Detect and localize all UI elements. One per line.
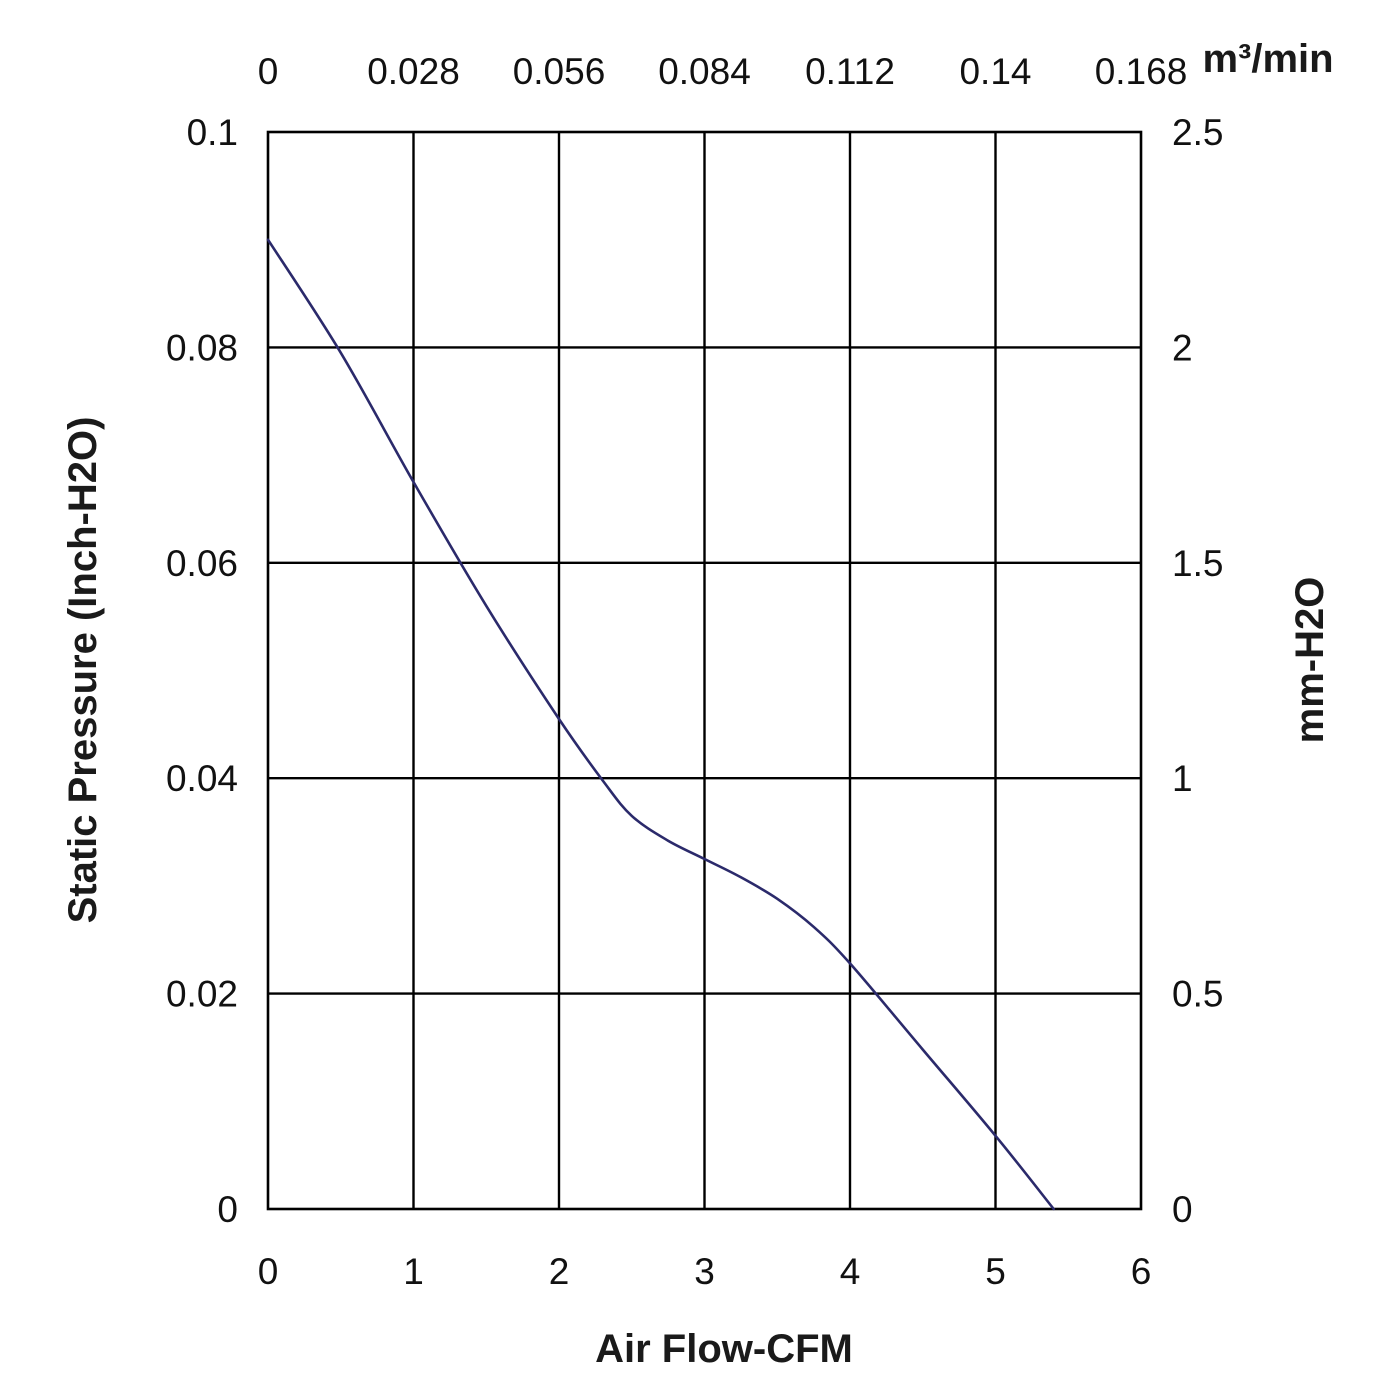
x-tick-label: 4 (840, 1251, 861, 1292)
y2-axis-title: mm-H2O (1288, 577, 1332, 744)
y2-tick-label: 1 (1172, 758, 1193, 799)
x-tick-label: 6 (1131, 1251, 1152, 1292)
y-tick-label: 0.1 (187, 112, 238, 153)
x-tick-label: 5 (985, 1251, 1006, 1292)
y2-tick-label: 0 (1172, 1189, 1193, 1230)
y-tick-label: 0.06 (166, 543, 238, 584)
x-tick-labels: 0 1 2 3 4 5 6 (258, 1251, 1152, 1292)
y2-tick-label: 0.5 (1172, 974, 1223, 1015)
y-tick-label: 0.04 (166, 758, 238, 799)
x-axis-title: Air Flow-CFM (595, 1327, 853, 1371)
x2-tick-label: 0 (258, 51, 279, 92)
x2-tick-labels: 0 0.028 0.056 0.084 0.112 0.14 0.168 (258, 51, 1188, 92)
x2-tick-label: 0.14 (959, 51, 1031, 92)
x-tick-label: 3 (694, 1251, 715, 1292)
x2-tick-label: 0.168 (1095, 51, 1188, 92)
y2-tick-label: 1.5 (1172, 543, 1223, 584)
grid-lines (268, 132, 1141, 1209)
y2-tick-labels: 0 0.5 1 1.5 2 2.5 (1172, 112, 1223, 1230)
y-axis-title: Static Pressure (Inch-H2O) (61, 417, 105, 924)
x-tick-label: 2 (549, 1251, 570, 1292)
y-tick-label: 0.08 (166, 327, 238, 368)
y2-tick-label: 2 (1172, 327, 1193, 368)
x2-tick-label: 0.056 (513, 51, 606, 92)
x-tick-label: 1 (403, 1251, 424, 1292)
series-layer (266, 238, 1055, 1211)
y-tick-label: 0.02 (166, 974, 238, 1015)
x2-tick-label: 0.112 (805, 51, 895, 92)
series-line (266, 238, 1055, 1211)
y-tick-labels: 0 0.02 0.04 0.06 0.08 0.1 (166, 112, 238, 1230)
x2-tick-label: 0.028 (367, 51, 460, 92)
x2-tick-label: 0.084 (658, 51, 751, 92)
y-tick-label: 0 (217, 1189, 238, 1230)
x-tick-label: 0 (258, 1251, 279, 1292)
plot-frame (266, 130, 1143, 1211)
x2-axis-title: m³/min (1202, 37, 1333, 81)
y2-tick-label: 2.5 (1172, 112, 1223, 153)
